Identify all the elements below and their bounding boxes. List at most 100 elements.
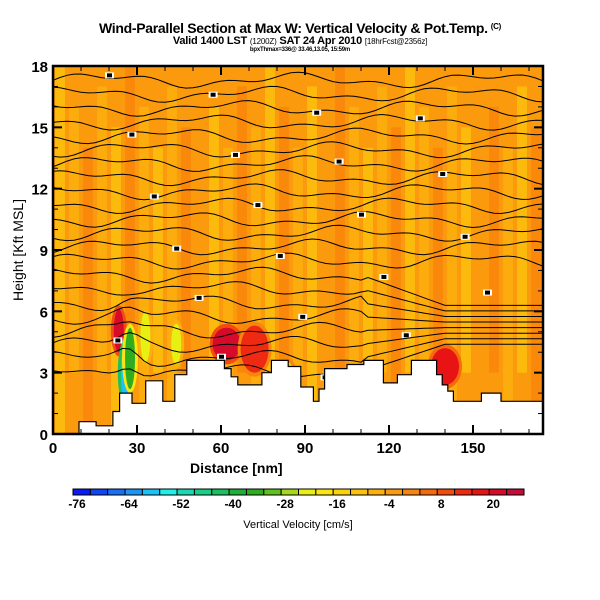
colorbar-segment bbox=[159, 488, 178, 496]
colorbar-segment bbox=[211, 488, 230, 496]
y-tick-label: 0 bbox=[40, 427, 48, 444]
colorbar-segment bbox=[367, 488, 386, 496]
subtitle-valid: Valid 1400 LST bbox=[172, 35, 248, 47]
field-band bbox=[489, 106, 499, 373]
terrain-profile bbox=[53, 359, 543, 434]
theta-contour bbox=[53, 183, 543, 201]
subtitle-date: SAT 24 Apr 2010 bbox=[279, 35, 363, 47]
contour-label-mark bbox=[210, 92, 216, 97]
colorbar-label: Vertical Velocity [cm/s] bbox=[243, 519, 352, 531]
colorbar-segment bbox=[298, 488, 317, 496]
colorbar-segment bbox=[315, 488, 334, 496]
chart-subtitle-line3: bpxThmax=336@ 33.46,13.05, 15:59m bbox=[249, 47, 351, 53]
y-tick-label: 9 bbox=[40, 243, 48, 260]
contour-label-mark bbox=[314, 110, 320, 115]
contour-label-mark bbox=[359, 212, 364, 217]
theta-contour bbox=[53, 155, 543, 172]
x-tick-label: 0 bbox=[49, 440, 57, 457]
field-band bbox=[377, 86, 387, 373]
field-band bbox=[111, 127, 121, 434]
theta-contour bbox=[53, 141, 543, 159]
contour-label-mark bbox=[440, 172, 446, 177]
x-tick-label: 90 bbox=[297, 440, 314, 457]
colorbar-segment bbox=[107, 488, 126, 496]
field-band bbox=[531, 127, 541, 434]
x-tick-label: 30 bbox=[129, 440, 146, 457]
field-band bbox=[223, 147, 233, 434]
colorbar-segment bbox=[280, 488, 299, 496]
theta-contour bbox=[53, 332, 543, 353]
field-feature bbox=[171, 323, 182, 365]
field-band bbox=[153, 147, 163, 373]
theta-contour bbox=[53, 238, 543, 256]
colorbar-segment bbox=[245, 488, 265, 496]
colorbar-segment bbox=[384, 488, 404, 496]
colorbar-tick-label: -4 bbox=[384, 497, 395, 511]
colorbar-tick-label: 20 bbox=[487, 497, 501, 511]
theta-contour bbox=[53, 197, 543, 215]
theta-contour bbox=[53, 113, 543, 131]
field-band bbox=[307, 86, 317, 434]
colorbar-segment bbox=[176, 488, 195, 496]
field-band bbox=[209, 106, 219, 373]
theta-contour bbox=[53, 211, 543, 229]
terrain bbox=[53, 359, 543, 434]
field-band bbox=[83, 147, 93, 434]
field-band bbox=[293, 147, 303, 373]
colorbar-segment bbox=[193, 488, 213, 496]
chart-subtitle: Valid 1400 LST (1200Z) SAT 24 Apr 2010 [… bbox=[0, 35, 600, 47]
field-band bbox=[265, 66, 275, 373]
contour-label-mark bbox=[129, 132, 135, 137]
field-band bbox=[517, 86, 527, 373]
theta-contour bbox=[53, 306, 543, 325]
colorbar-tick-label: 8 bbox=[438, 497, 445, 511]
colorbar: -76 -64 -52 -40 -28 -16 -4 8 20 bbox=[68, 488, 525, 511]
subtitle-utc: (1200Z) bbox=[249, 37, 277, 46]
contour-label-mark bbox=[277, 253, 283, 258]
colorbar-tick-label: -76 bbox=[68, 497, 86, 511]
colorbar-segment bbox=[436, 488, 456, 496]
colorbar-tick-label: -64 bbox=[120, 497, 138, 511]
contour-label-mark bbox=[115, 338, 121, 343]
contour-label-mark bbox=[381, 274, 387, 279]
y-tick-label: 3 bbox=[40, 366, 48, 383]
theta-contour bbox=[53, 295, 543, 317]
y-axis-label: Height [Kft MSL] bbox=[10, 199, 26, 301]
field-band bbox=[167, 86, 177, 434]
theta-contour bbox=[53, 169, 543, 187]
x-tick-label: 150 bbox=[460, 440, 485, 457]
colorbar-segment bbox=[350, 488, 369, 496]
field-band bbox=[391, 127, 401, 434]
chart-title: Wind-Parallel Section at Max W: Vertical… bbox=[0, 20, 600, 36]
theta-contour bbox=[53, 266, 543, 306]
contour-label-mark bbox=[403, 333, 409, 338]
field-band bbox=[97, 86, 107, 373]
contour-label-mark bbox=[485, 290, 490, 295]
colorbar-tick-label: -28 bbox=[276, 497, 294, 511]
contour-label-mark bbox=[255, 203, 261, 208]
axes: 0 30 60 90 120 150 0 3 6 9 12 15 18 bbox=[31, 59, 543, 457]
field-band bbox=[433, 147, 443, 373]
field-band bbox=[139, 106, 149, 434]
colorbar-segment bbox=[454, 488, 473, 496]
contour-label-mark bbox=[233, 152, 238, 157]
colorbar-segment bbox=[141, 488, 161, 496]
field-band bbox=[125, 66, 135, 373]
colorbar-segment bbox=[419, 488, 438, 496]
theta-contour bbox=[53, 338, 543, 367]
field-band bbox=[279, 106, 289, 434]
colorbar-segment bbox=[89, 488, 109, 496]
field-band bbox=[349, 106, 359, 373]
contour-label-mark bbox=[300, 314, 306, 319]
field-band bbox=[237, 86, 247, 373]
theta-contour bbox=[53, 281, 543, 312]
colorbar-tick-label: -16 bbox=[329, 497, 347, 511]
colorbar-segment bbox=[402, 488, 421, 496]
theta-contour bbox=[53, 71, 543, 89]
colorbar-segment bbox=[471, 488, 490, 496]
field-feature bbox=[125, 327, 135, 390]
colorbar-segment bbox=[228, 488, 247, 496]
field-band bbox=[335, 66, 345, 434]
x-tick-label: 60 bbox=[213, 440, 230, 457]
contour-label-mark bbox=[151, 194, 157, 199]
